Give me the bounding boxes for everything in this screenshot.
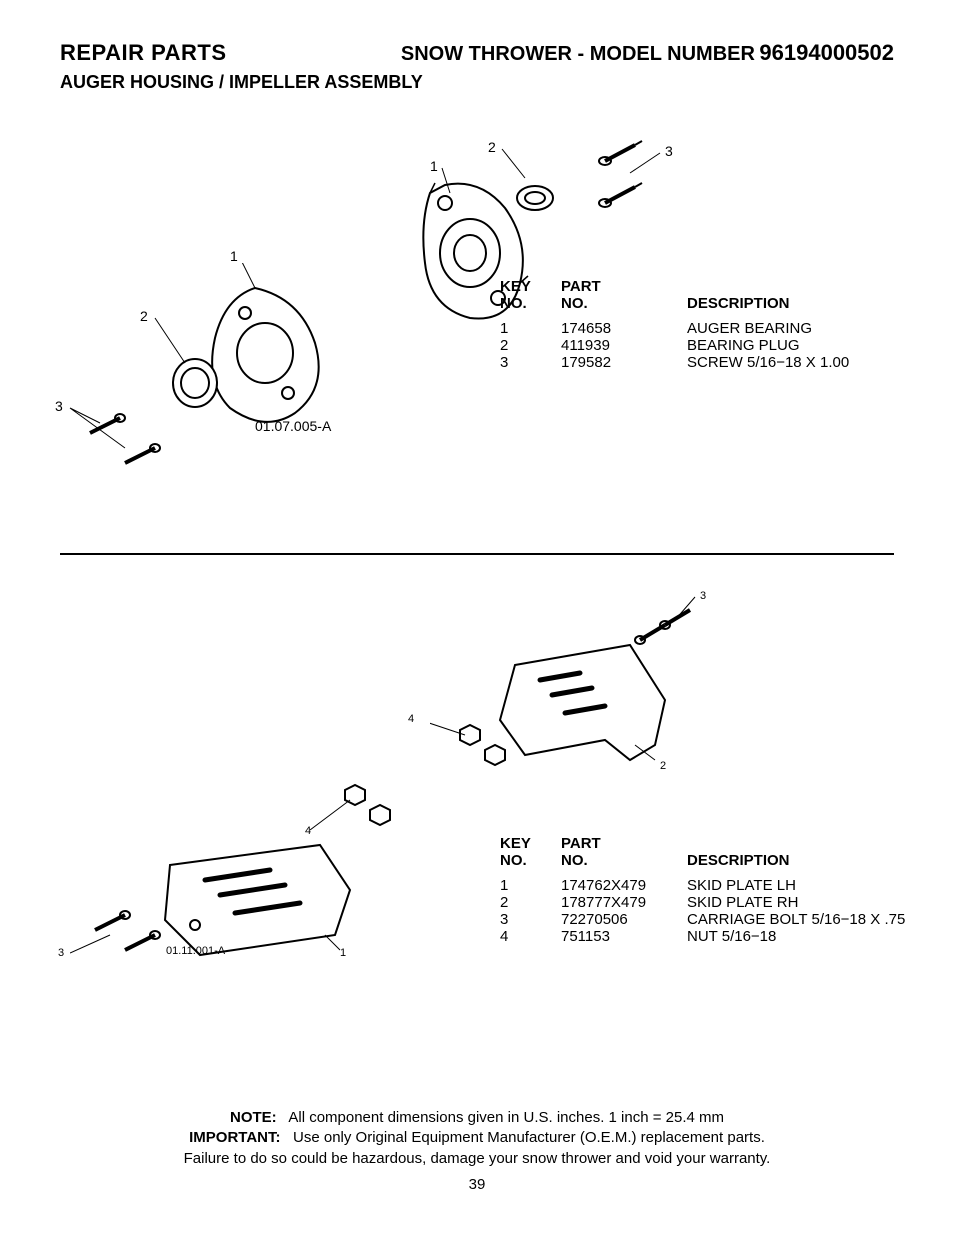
diagram-ref-2: 01.11.001-A	[166, 945, 225, 957]
cell-part: 174658	[561, 320, 681, 337]
parts-table-1: KEY NO. PART NO. DESCRIPTION 1 174658 AU…	[500, 278, 917, 371]
cell-desc: NUT 5/16−18	[687, 928, 917, 945]
table-row: 4 751153 NUT 5/16−18	[500, 928, 917, 945]
cell-part: 178777X479	[561, 894, 681, 911]
note-label: NOTE:	[230, 1109, 277, 1126]
table-header: KEY NO. PART NO. DESCRIPTION	[500, 278, 917, 312]
table-row: 1 174762X479 SKID PLATE LH	[500, 877, 917, 894]
callout-lines-r	[430, 585, 730, 805]
header-row: REPAIR PARTS SNOW THROWER - MODEL NUMBER…	[60, 40, 894, 66]
section-skid-plate: 3 2 4	[60, 585, 894, 1005]
section-auger-bearing: 1 2 3	[60, 123, 894, 543]
table-row: 1 174658 AUGER BEARING	[500, 320, 917, 337]
important-label: IMPORTANT:	[189, 1129, 280, 1146]
model-number: 96194000502	[759, 40, 894, 65]
diagram-ref-1: 01.07.005-A	[255, 418, 331, 434]
cell-key: 3	[500, 354, 555, 371]
cell-part: 179582	[561, 354, 681, 371]
cell-part: 72270506	[561, 911, 681, 928]
important-text: Use only Original Equipment Manufacturer…	[293, 1129, 765, 1146]
callout-r4: 4	[408, 713, 414, 725]
cell-key: 3	[500, 911, 555, 928]
cell-desc: AUGER BEARING	[687, 320, 917, 337]
callout-lines-top	[370, 133, 680, 213]
footer-line3: Failure to do so could be hazardous, dam…	[80, 1149, 874, 1169]
note-line: NOTE: All component dimensions given in …	[80, 1108, 874, 1128]
table-header: KEY NO. PART NO. DESCRIPTION	[500, 835, 917, 869]
th-part: PART NO.	[561, 835, 681, 869]
footer: NOTE: All component dimensions given in …	[0, 1108, 954, 1195]
th-desc: DESCRIPTION	[687, 295, 917, 312]
page-number: 39	[80, 1175, 874, 1195]
cell-desc: SCREW 5/16−18 X 1.00	[687, 354, 917, 371]
cell-key: 1	[500, 320, 555, 337]
parts-table-2: KEY NO. PART NO. DESCRIPTION 1 174762X47…	[500, 835, 917, 945]
table-row: 3 179582 SCREW 5/16−18 X 1.00	[500, 354, 917, 371]
cell-part: 174762X479	[561, 877, 681, 894]
table-row: 2 411939 BEARING PLUG	[500, 337, 917, 354]
th-key: KEY NO.	[500, 278, 555, 312]
th-desc: DESCRIPTION	[687, 852, 917, 869]
title-snow: SNOW THROWER - MODEL NUMBER	[401, 43, 755, 65]
section-divider	[60, 553, 894, 555]
important-line: IMPORTANT: Use only Original Equipment M…	[80, 1128, 874, 1148]
cell-key: 1	[500, 877, 555, 894]
callout-lines-l	[70, 775, 400, 985]
cell-part: 751153	[561, 928, 681, 945]
callout-l3: 3	[58, 947, 64, 959]
cell-key: 2	[500, 894, 555, 911]
cell-part: 411939	[561, 337, 681, 354]
callout-left-1: 1	[230, 248, 238, 264]
table-row: 2 178777X479 SKID PLATE RH	[500, 894, 917, 911]
cell-key: 2	[500, 337, 555, 354]
th-key: KEY NO.	[500, 835, 555, 869]
note-text: All component dimensions given in U.S. i…	[288, 1109, 724, 1126]
cell-key: 4	[500, 928, 555, 945]
cell-desc: SKID PLATE LH	[687, 877, 917, 894]
subtitle: AUGER HOUSING / IMPELLER ASSEMBLY	[60, 72, 894, 93]
callout-lines-left	[60, 263, 360, 483]
cell-desc: CARRIAGE BOLT 5/16−18 X .75	[687, 911, 917, 928]
cell-desc: BEARING PLUG	[687, 337, 917, 354]
title-repair: REPAIR PARTS	[60, 40, 227, 66]
th-part: PART NO.	[561, 278, 681, 312]
cell-desc: SKID PLATE RH	[687, 894, 917, 911]
title-right: SNOW THROWER - MODEL NUMBER 96194000502	[401, 40, 894, 66]
table-row: 3 72270506 CARRIAGE BOLT 5/16−18 X .75	[500, 911, 917, 928]
